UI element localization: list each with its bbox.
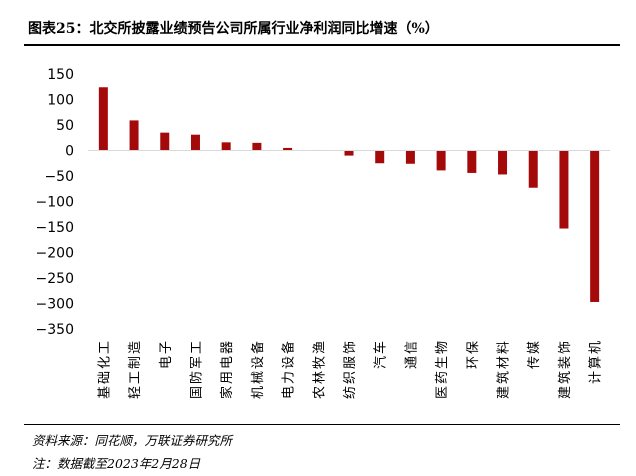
title-bar: 图表25：北交所披露业绩预告公司所属行业净利润同比增速（%） xyxy=(24,14,620,40)
date-note: 注：数据截至2023年2月28日 xyxy=(32,456,201,471)
x-axis-labels: 基础化工 轻工制造 电子 国防军工 家用电器 机械设备 电力设备 农林牧渔 纺织服饰 汽车 通信 医药… xyxy=(97,339,603,399)
x-tick-label: 传媒 xyxy=(527,339,542,369)
y-tick-label: 100 xyxy=(47,93,74,109)
x-tick-label: 建筑装饰 xyxy=(557,339,573,399)
x-tick-label: 电力设备 xyxy=(281,339,297,399)
y-tick-label: −250 xyxy=(36,271,74,287)
bar-15 xyxy=(559,150,569,229)
x-tick-label: 医药生物 xyxy=(435,339,450,399)
bar-chart: 150 100 50 0 −50 −100 −150 −200 −250 −300 −350 基础化… xyxy=(36,67,610,399)
bar-8 xyxy=(344,150,354,156)
bar-13 xyxy=(498,150,508,175)
x-tick-label: 轻工制造 xyxy=(128,339,143,399)
x-tick-label: 家用电器 xyxy=(219,339,235,399)
x-tick-label: 汽车 xyxy=(373,339,389,369)
y-tick-label: −350 xyxy=(36,322,74,338)
bar-9 xyxy=(375,150,385,164)
y-tick-label: −50 xyxy=(44,169,74,185)
bar-0 xyxy=(98,87,108,151)
y-tick-label: 150 xyxy=(47,67,74,83)
bar-11 xyxy=(436,150,446,171)
bar-14 xyxy=(528,150,538,188)
x-tick-label: 纺织服饰 xyxy=(343,339,358,399)
x-tick-label: 国防军工 xyxy=(188,339,204,399)
y-tick-label: −300 xyxy=(36,297,74,313)
x-tick-label: 农林牧渔 xyxy=(312,339,327,399)
x-tick-label: 基础化工 xyxy=(97,339,112,399)
bar-2 xyxy=(160,132,170,151)
x-tick-label: 环保 xyxy=(466,339,481,369)
y-tick-label: −200 xyxy=(36,246,74,262)
x-tick-label: 建筑材料 xyxy=(496,339,512,399)
x-tick-label: 机械设备 xyxy=(250,339,266,399)
bar-6 xyxy=(283,147,293,151)
x-tick-label: 电子 xyxy=(159,339,174,369)
bar-1 xyxy=(129,120,139,151)
x-tick-label: 通信 xyxy=(404,339,419,369)
bottom-rule xyxy=(24,424,620,425)
y-tick-label: 0 xyxy=(65,144,74,160)
chart-area: 150 100 50 0 −50 −100 −150 −200 −250 −300 −350 基础化… xyxy=(24,46,620,422)
bars xyxy=(98,87,600,302)
chart-title: 图表25：北交所披露业绩预告公司所属行业净利润同比增速（%） xyxy=(28,21,439,37)
title-rule xyxy=(24,44,620,46)
y-tick-label: 50 xyxy=(56,118,74,134)
bar-12 xyxy=(467,150,477,173)
bar-5 xyxy=(252,142,262,151)
x-tick-label: 计算机 xyxy=(589,339,604,384)
bar-10 xyxy=(405,150,415,164)
source-note: 资料来源：同花顺，万联证券研究所 xyxy=(32,433,233,448)
bar-16 xyxy=(590,150,600,302)
bar-3 xyxy=(190,134,200,151)
y-tick-label: −150 xyxy=(36,220,74,236)
y-tick-label: −100 xyxy=(36,195,74,211)
bar-4 xyxy=(221,142,231,151)
y-axis: 150 100 50 0 −50 −100 −150 −200 −250 −300 −350 xyxy=(36,67,74,338)
